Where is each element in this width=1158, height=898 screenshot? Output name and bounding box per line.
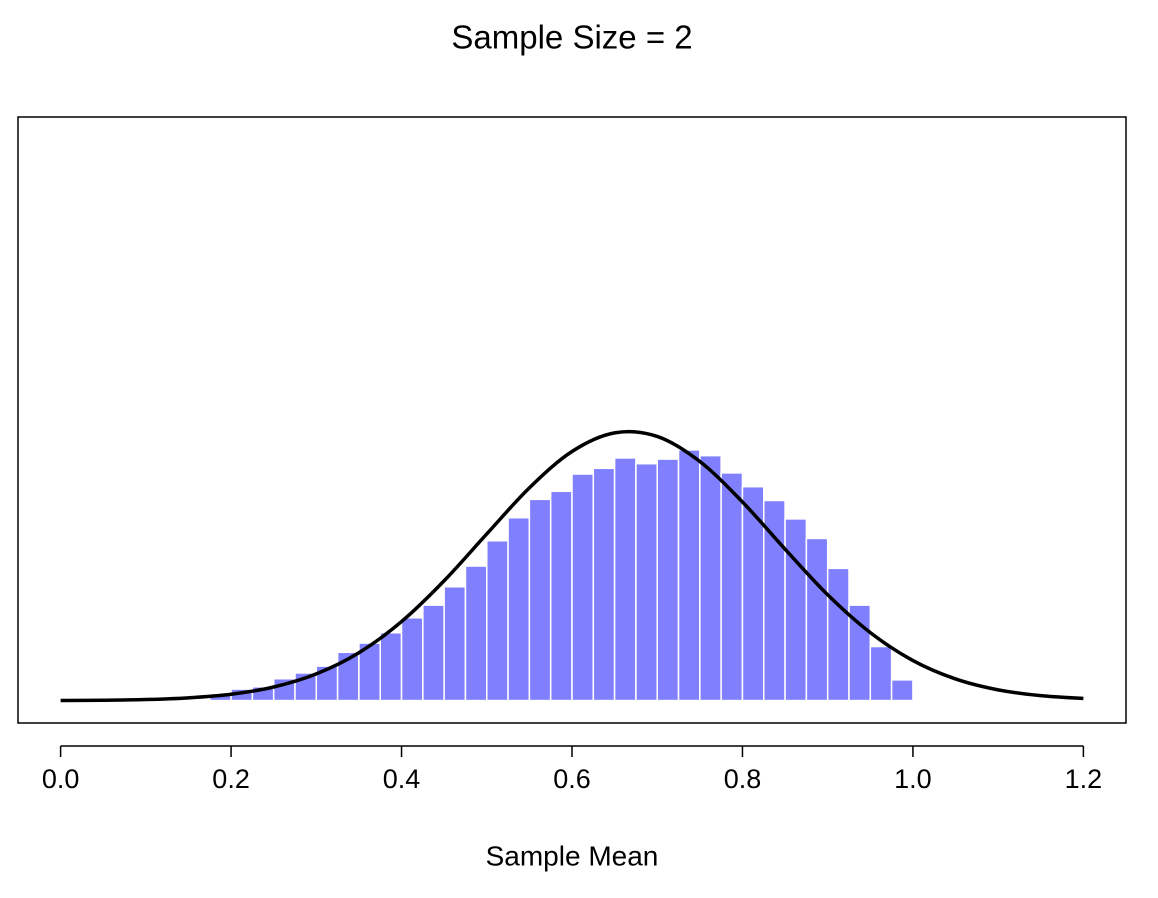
bar: [422, 604, 445, 702]
bar: [400, 617, 424, 702]
bar: [741, 485, 765, 702]
x-tick-label: 0.4: [383, 764, 421, 794]
bar: [677, 449, 701, 702]
bar: [784, 518, 808, 702]
bar: [826, 567, 850, 702]
bar: [507, 516, 531, 702]
bar: [464, 565, 488, 702]
bar: [486, 539, 509, 702]
bar: [592, 467, 616, 702]
bar: [528, 498, 552, 702]
x-tick-label: 0.0: [42, 764, 80, 794]
x-tick-label: 0.2: [212, 764, 250, 794]
bar: [379, 631, 403, 702]
bar: [571, 473, 595, 702]
bar: [635, 462, 658, 702]
bar: [613, 457, 637, 702]
bar: [656, 458, 680, 702]
bar: [890, 679, 914, 702]
x-tick-label: 1.0: [894, 764, 932, 794]
x-axis-title: Sample Mean: [486, 840, 659, 871]
bar: [443, 585, 467, 702]
bar: [699, 454, 722, 702]
bar: [720, 472, 744, 702]
plot-frame: [17, 116, 1127, 724]
x-tick-label: 1.2: [1065, 764, 1103, 794]
bar: [549, 490, 573, 702]
chart-title: Sample Size = 2: [451, 19, 692, 56]
density-curve: [60, 429, 1084, 703]
bar: [805, 537, 829, 702]
x-tick-label: 0.8: [724, 764, 762, 794]
bar: [869, 645, 893, 702]
x-tick-label: 0.6: [553, 764, 591, 794]
